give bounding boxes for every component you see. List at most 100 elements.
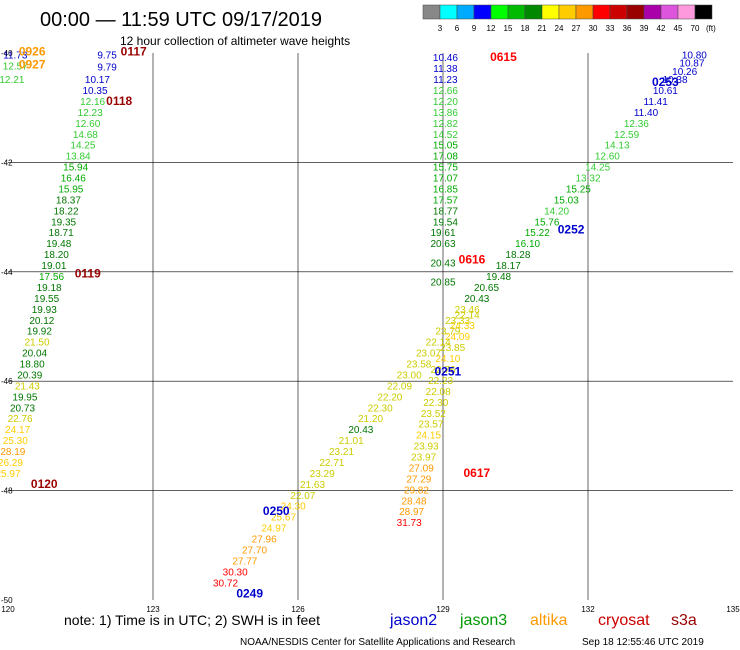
color-scale-swatch — [660, 4, 679, 20]
wave-height-label: 22.76 — [8, 414, 33, 425]
wave-height-label: 16.46 — [61, 174, 86, 185]
wave-height-label: 24.30 — [281, 502, 306, 513]
wave-height-label: 22.14 — [455, 310, 480, 321]
color-scale-label: 21 — [538, 24, 547, 33]
color-scale-label: 33 — [606, 24, 615, 33]
wave-height-label: 23.00 — [397, 370, 422, 381]
color-scale-label: 45 — [674, 24, 683, 33]
color-scale-label: 39 — [640, 24, 649, 33]
wave-height-label: 11.38 — [433, 64, 458, 75]
y-tick-label: -50 — [1, 596, 13, 605]
wave-height-label: 15.95 — [58, 184, 83, 195]
wave-height-label: 19.92 — [27, 327, 52, 338]
x-tick-label: 135 — [726, 605, 740, 614]
wave-height-label: 23.52 — [421, 409, 446, 420]
color-scale-swatch — [677, 4, 696, 20]
wave-height-label: 12.23 — [78, 108, 103, 119]
wave-height-label: 21.43 — [15, 381, 40, 392]
satellite-legend: jason2 jason3 altika cryosat s3a — [389, 612, 697, 629]
wave-height-label: 27.29 — [406, 474, 431, 485]
wave-height-label: 24.97 — [261, 524, 286, 535]
wave-height-label: 10.61 — [653, 86, 678, 97]
wave-height-label: 22.76 — [430, 365, 455, 376]
pass-time-label: 0251 — [434, 365, 461, 379]
wave-height-label: 23.85 — [440, 343, 465, 354]
color-scale-label: 12 — [487, 24, 496, 33]
wave-height-label: 20.65 — [474, 283, 499, 294]
wave-height-label: 14.68 — [73, 130, 98, 141]
wave-height-label: 18.77 — [433, 206, 458, 217]
wave-height-label: 28.19 — [0, 447, 25, 458]
wave-height-label: 27.77 — [232, 556, 257, 567]
pass-time-label: 0117 — [121, 45, 147, 59]
color-scale-swatch — [490, 4, 509, 20]
y-tick-label: -46 — [1, 377, 13, 386]
wave-height-label: 20.73 — [10, 403, 35, 414]
wave-height-label: 20.63 — [430, 239, 455, 250]
wave-height-label: 22.07 — [290, 491, 315, 502]
wave-height-label: 24.33 — [450, 321, 475, 332]
chart-title: 00:00 — 11:59 UTC 09/17/2019 — [40, 9, 322, 31]
wave-height-label: 25.30 — [3, 436, 28, 447]
wave-height-label: 24.09 — [445, 332, 470, 343]
wave-height-label: 24.15 — [416, 431, 441, 442]
wave-height-label: 23.93 — [414, 442, 439, 453]
color-scale-swatch — [507, 4, 526, 20]
pass-time-label: 0926 — [19, 45, 46, 59]
color-scale-swatch — [575, 4, 594, 20]
wave-height-label: 16.85 — [433, 184, 458, 195]
wave-height-label: 14.25 — [585, 163, 610, 174]
color-scale-swatch — [626, 4, 645, 20]
wave-height-label: 22.09 — [387, 381, 412, 392]
wave-height-label: 21.20 — [358, 414, 383, 425]
wave-height-label: 10.17 — [85, 75, 110, 86]
wave-height-label: 17.08 — [433, 152, 458, 163]
pass-time-label: 0119 — [75, 266, 101, 280]
wave-height-label: 22.71 — [319, 458, 344, 469]
wave-height-label: 21.63 — [300, 480, 325, 491]
wave-height-label: 23.79 — [435, 327, 460, 338]
wave-height-label: 21.01 — [339, 436, 364, 447]
color-scale-label: 15 — [504, 24, 513, 33]
x-tick-label: 120 — [1, 605, 15, 614]
wave-height-points: 11.7312.5712.219.759.7910.1710.3512.1612… — [0, 50, 707, 589]
legend-altika: altika — [530, 612, 567, 629]
wave-height-label: 23.97 — [411, 453, 436, 464]
wave-height-label: 22.30 — [368, 403, 393, 414]
color-scale-label: 27 — [572, 24, 581, 33]
wave-height-label: 15.22 — [525, 228, 550, 239]
wave-height-label: 25.67 — [271, 513, 296, 524]
y-tick-label: -40 — [1, 49, 13, 58]
wave-height-label: 11.40 — [634, 108, 659, 119]
wave-height-label: 10.26 — [672, 67, 697, 78]
wave-height-label: 23.21 — [329, 447, 354, 458]
wave-height-label: 18.17 — [496, 261, 521, 272]
wave-height-label: 10.46 — [433, 53, 458, 64]
wave-height-label: 12.59 — [614, 130, 639, 141]
wave-height-label: 14.52 — [433, 130, 458, 141]
wave-height-label: 15.75 — [433, 163, 458, 174]
wave-height-label: 29.82 — [404, 485, 429, 496]
wave-height-label: 9.79 — [97, 63, 117, 74]
wave-height-label: 14.25 — [70, 141, 95, 152]
wave-height-label: 18.71 — [49, 228, 74, 239]
credit-text: NOAA/NESDIS Center for Satellite Applica… — [240, 637, 515, 648]
color-scale-swatch — [643, 4, 662, 20]
wave-height-label: 12.82 — [433, 119, 458, 130]
wave-height-label: 12.60 — [595, 152, 620, 163]
pass-time-label: 0252 — [558, 223, 585, 237]
wave-height-label: 20.43 — [430, 258, 455, 269]
wave-height-label: 23.46 — [455, 305, 480, 316]
wave-height-label: 12.16 — [80, 97, 105, 108]
color-scale-swatch — [439, 4, 458, 20]
wave-height-label: 12.57 — [3, 61, 28, 72]
color-scale-label: 18 — [521, 24, 530, 33]
wave-height-label: 9.75 — [97, 50, 117, 61]
wave-height-label: 19.35 — [51, 217, 76, 228]
wave-height-label: 23.33 — [445, 316, 470, 327]
wave-height-label: 14.13 — [604, 141, 629, 152]
wave-height-label: 25.97 — [0, 469, 21, 480]
wave-height-label: 10.80 — [682, 50, 707, 61]
y-tick-label: -44 — [1, 268, 13, 277]
color-scale-label: 42 — [657, 24, 666, 33]
